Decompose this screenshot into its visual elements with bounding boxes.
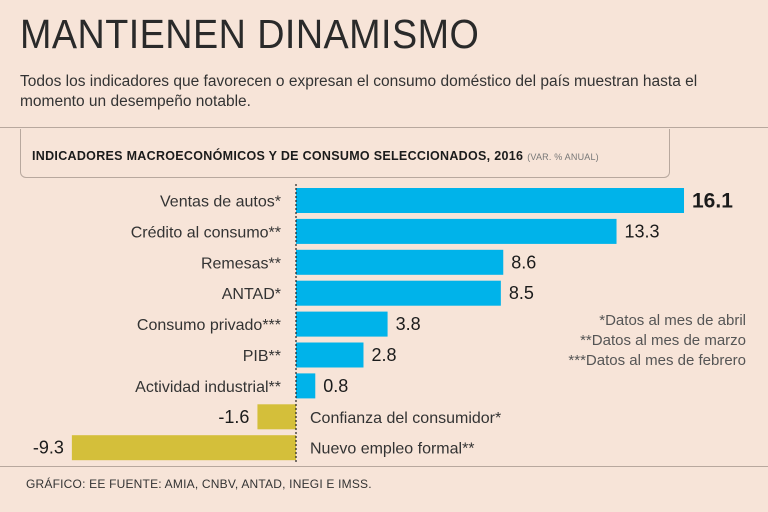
top-divider [0,127,768,128]
page-title: MANTIENEN DINAMISMO [20,11,480,57]
bar [257,404,296,430]
value-label: 13.3 [625,221,660,241]
category-label: Ventas de autos* [160,194,281,211]
value-label: -1.6 [218,407,249,427]
value-label: 2.8 [371,345,396,365]
category-label: Remesas** [201,255,281,272]
footnote: *Datos al mes de abril [599,312,746,329]
value-label: 8.6 [511,252,536,272]
value-label: 0.8 [323,376,348,396]
bar [296,311,388,337]
bar [296,249,504,275]
footnotes: *Datos al mes de abril **Datos al mes de… [568,311,746,371]
chart-title-text: INDICADORES MACROECONÓMICOS Y DE CONSUMO… [32,149,524,163]
bottom-divider [0,466,768,467]
category-label: Consumo privado*** [137,317,281,334]
category-label: Actividad industrial** [135,379,281,396]
bar [296,342,364,368]
source-credit: GRÁFICO: EE FUENTE: AMIA, CNBV, ANTAD, I… [26,477,372,491]
page-subtitle: Todos los indicadores que favorecen o ex… [20,73,698,110]
value-label: -9.3 [33,438,64,458]
bar [296,188,685,213]
value-label: 8.5 [509,283,534,303]
footnote: **Datos al mes de marzo [580,332,746,349]
bar [296,373,316,399]
value-label: 3.8 [396,314,421,334]
chart-title: INDICADORES MACROECONÓMICOS Y DE CONSUMO… [32,149,599,163]
category-label: ANTAD* [222,286,281,303]
category-label: Nuevo empleo formal** [310,441,475,458]
chart-unit: (VAR. % ANUAL) [527,152,599,162]
chart-header-box [20,129,670,178]
bar [296,280,501,306]
footnote: ***Datos al mes de febrero [568,352,746,369]
category-label: Confianza del consumidor* [310,410,501,427]
value-label: 16.1 [692,190,733,213]
category-label: PIB** [243,348,281,365]
bar [296,218,617,244]
category-label: Crédito al consumo** [131,224,281,241]
bar [71,435,297,461]
